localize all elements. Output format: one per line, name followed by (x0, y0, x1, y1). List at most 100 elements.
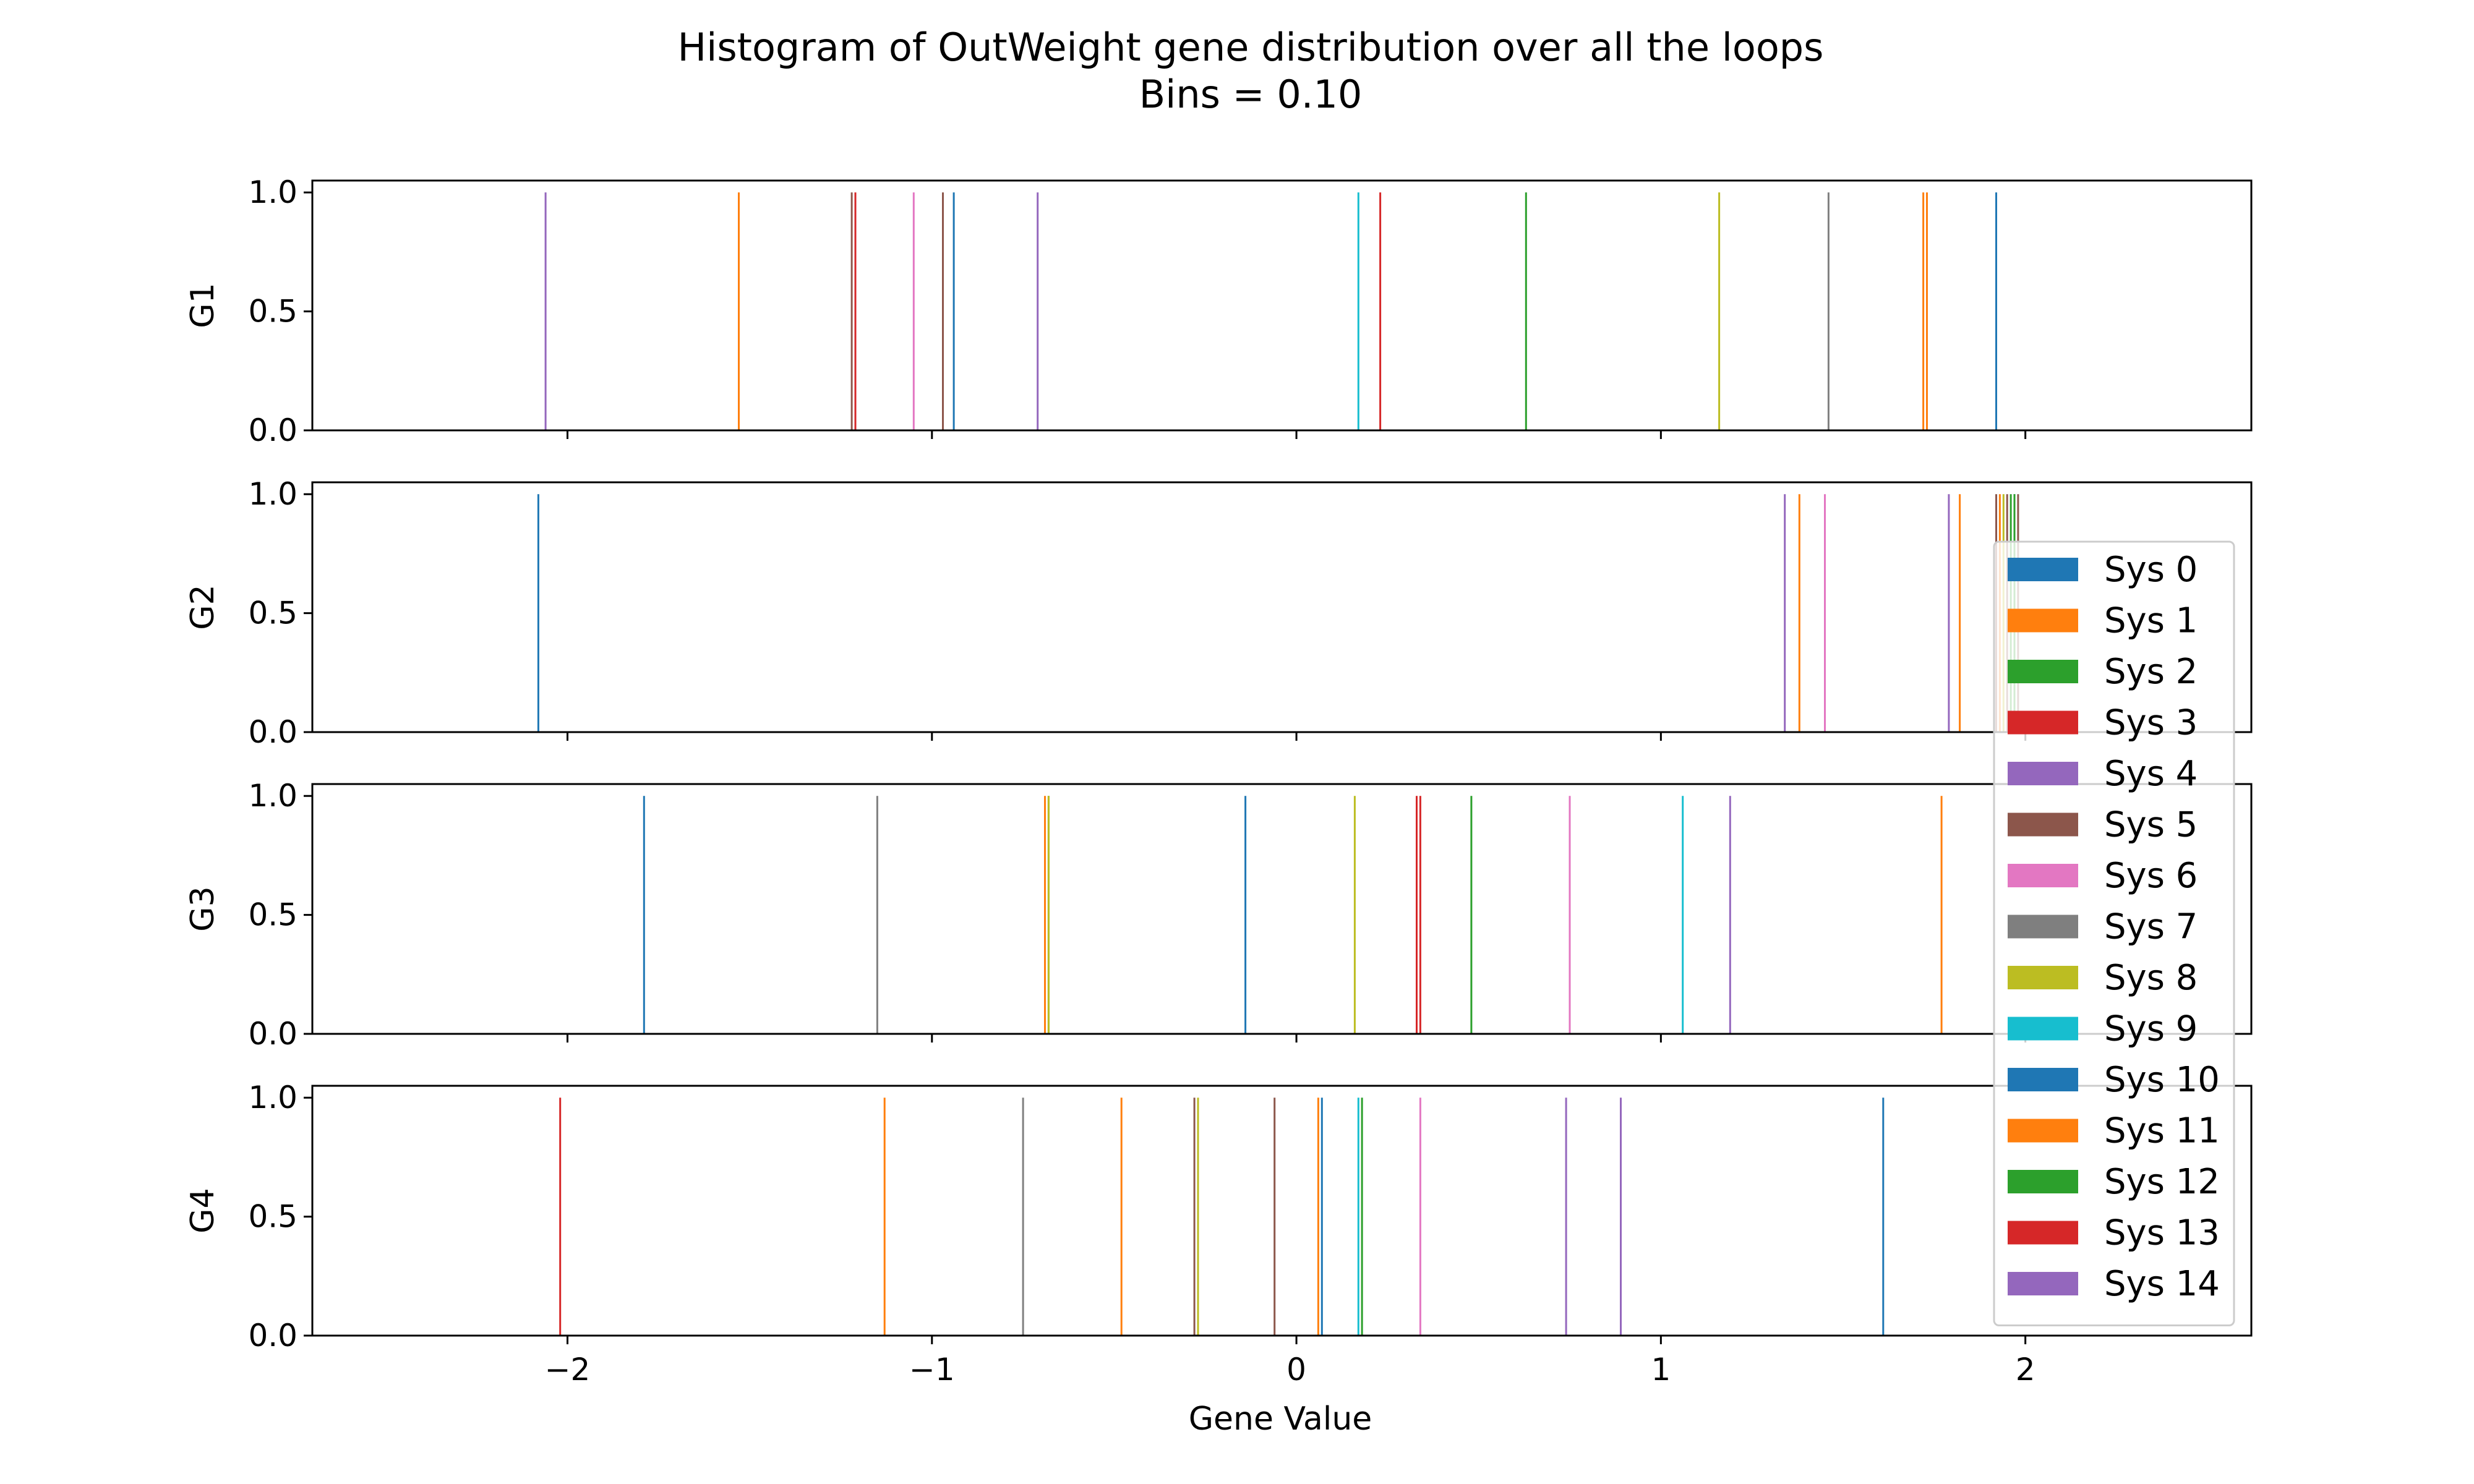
legend-label: Sys 10 (2104, 1060, 2220, 1100)
legend-label: Sys 2 (2104, 652, 2198, 692)
histogram-bar (1569, 796, 1571, 1034)
legend-swatch (2008, 1017, 2078, 1041)
chart-subtitle: Bins = 0.10 (1139, 72, 1363, 117)
y-tick-label: 0.0 (248, 1318, 297, 1354)
y-axis-label: G2 (184, 584, 221, 629)
x-tick-label: 0 (1286, 1352, 1306, 1388)
histogram-bar (1729, 796, 1731, 1034)
subplot-g4: 0.0 0.5 1.0 G4 (184, 1080, 2253, 1354)
y-tick-label: 0.5 (248, 595, 297, 631)
histogram-bar (1470, 796, 1473, 1034)
y-tick-label: 1.0 (248, 1080, 297, 1115)
y-axis-label: G3 (184, 886, 221, 931)
legend-swatch (2008, 915, 2078, 939)
legend-label: Sys 0 (2104, 550, 2198, 590)
legend-label: Sys 13 (2104, 1213, 2220, 1253)
histogram-bar (1565, 1098, 1567, 1336)
y-axis-label: G4 (184, 1188, 221, 1233)
legend-swatch (2008, 1068, 2078, 1091)
y-tick-label: 0.0 (248, 412, 297, 448)
histogram-bar (1922, 192, 1925, 430)
legend: Sys 0 Sys 1 Sys 2 Sys 3 Sys 4 Sys 5 Sys 6 Sys 7… (1993, 540, 2235, 1326)
legend-swatch (2008, 1119, 2078, 1143)
histogram-bar (1197, 1098, 1199, 1336)
legend-swatch (2008, 812, 2078, 837)
histogram-bar (1995, 192, 1997, 430)
histogram-bar (850, 192, 853, 430)
x-tick-label: −2 (545, 1352, 591, 1388)
axes-frame (311, 481, 2253, 733)
histogram-bar (1682, 796, 1684, 1034)
subplot-panels: 0.0 0.5 1.0 G1 0.0 0.5 1.0 G2 0.0 0.5 1.0 G3 0.0 0.5 1… (184, 174, 2253, 1354)
legend-swatch (2008, 762, 2078, 785)
y-tick-label: 1.0 (248, 476, 297, 512)
x-tick-label: 1 (1651, 1352, 1671, 1388)
histogram-bar (854, 192, 857, 430)
legend-label: Sys 8 (2104, 958, 2198, 998)
histogram-bar (1959, 494, 1961, 732)
y-tick-label: 1.0 (248, 778, 297, 814)
legend-label: Sys 11 (2104, 1111, 2220, 1151)
legend-swatch (2008, 864, 2078, 887)
legend-label: Sys 5 (2104, 805, 2198, 845)
legend-swatch (2008, 710, 2078, 735)
histogram-bar (1940, 796, 1943, 1034)
histogram-bar (1379, 192, 1382, 430)
legend-label: Sys 9 (2104, 1009, 2198, 1049)
histogram-bar (1827, 192, 1830, 430)
axes-frame (311, 1085, 2253, 1337)
legend-swatch (2008, 966, 2078, 989)
legend-swatch (2008, 558, 2078, 581)
histogram-bar (942, 192, 944, 430)
subplot-g1: 0.0 0.5 1.0 G1 (184, 174, 2253, 448)
histogram-bar (1120, 1098, 1123, 1336)
legend-swatch (2008, 1221, 2078, 1245)
histogram-bar (1824, 494, 1826, 732)
x-tick-label: 2 (2016, 1352, 2035, 1388)
y-axis-label: G1 (184, 283, 221, 328)
histogram-bar (1353, 796, 1356, 1034)
histogram-bar (952, 192, 955, 430)
histogram-bar (1784, 494, 1786, 732)
histogram-bar (1317, 1098, 1319, 1336)
y-tick-label: 0.5 (248, 1199, 297, 1235)
legend-label: Sys 14 (2104, 1264, 2220, 1304)
axes-frame (311, 179, 2253, 432)
chart-title: Histogram of OutWeight gene distribution… (678, 25, 1824, 70)
y-tick-label: 0.0 (248, 714, 297, 750)
histogram-bar (883, 1098, 886, 1336)
histogram-bar (1357, 192, 1359, 430)
x-tick-label: −1 (909, 1352, 955, 1388)
histogram-bar (1022, 1098, 1024, 1336)
histogram-bar (912, 192, 915, 430)
histogram-bar (1320, 1098, 1323, 1336)
histogram-bar (643, 796, 645, 1034)
histogram-bar (1044, 796, 1046, 1034)
histogram-bar (544, 192, 547, 430)
histogram-bar (1273, 1098, 1276, 1336)
histogram-bar (738, 192, 740, 430)
y-tick-label: 0.5 (248, 294, 297, 330)
histogram-bar (1948, 494, 1950, 732)
histogram-bar (1882, 1098, 1885, 1336)
histogram-bar (559, 1098, 562, 1336)
legend-label: Sys 7 (2104, 907, 2198, 947)
x-axis-ticks: −2 −1 0 1 2 (545, 1352, 2035, 1388)
legend-swatch (2008, 1272, 2078, 1295)
legend-swatch (2008, 1170, 2078, 1193)
legend-label: Sys 1 (2104, 601, 2198, 641)
axes-frame (311, 783, 2253, 1035)
y-tick-label: 0.5 (248, 897, 297, 933)
legend-label: Sys 4 (2104, 754, 2198, 794)
histogram-bar (876, 796, 878, 1034)
histogram-bar (1244, 796, 1247, 1034)
histogram-bar (1193, 1098, 1196, 1336)
histogram-bar (1037, 192, 1039, 430)
histogram-bar (1798, 494, 1800, 732)
histogram-bar (1620, 1098, 1622, 1336)
histogram-bar (1926, 192, 1928, 430)
x-axis-label: Gene Value (1189, 1401, 1372, 1438)
histogram-bar (1416, 796, 1418, 1034)
histogram-bar (1525, 192, 1527, 430)
